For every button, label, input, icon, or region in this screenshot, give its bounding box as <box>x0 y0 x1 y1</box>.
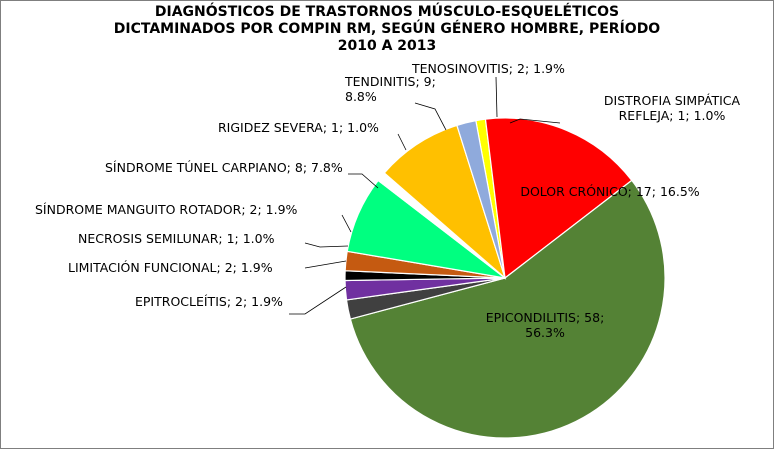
data-label-line: NECROSIS SEMILUNAR; 1; 1.0% <box>78 231 275 246</box>
data-label-line: DISTROFIA SIMPÁTICA <box>604 93 741 108</box>
leader-line-tendinitis <box>414 102 447 131</box>
pie-slice-tenosinovitis <box>456 119 506 279</box>
data-label-line: 56.3% <box>525 325 565 340</box>
data-label-limitacion-funcional: LIMITACIÓN FUNCIONAL; 2; 1.9% <box>68 260 273 275</box>
chart-title-line-2: DICTAMINADOS POR COMPIN RM, SEGÚN GÉNERO… <box>113 21 661 37</box>
leader-line-tenosinovitis <box>495 76 498 118</box>
data-label-line: DOLOR CRÓNICO; 17; 16.5% <box>520 184 699 199</box>
chart-title-line-3: 2010 A 2013 <box>337 38 437 54</box>
data-label-tenosinovitis: TENOSINOVITIS; 2; 1.9% <box>411 61 565 76</box>
leader-line-distrofia-simpatica-refleja <box>509 118 561 124</box>
leader-line-necrosis-semilunar <box>304 242 349 248</box>
data-label-dolor-cronico: DOLOR CRÓNICO; 17; 16.5% <box>520 184 699 199</box>
leader-line-epitrocleitis <box>289 286 347 315</box>
data-label-line: LIMITACIÓN FUNCIONAL; 2; 1.9% <box>68 260 273 275</box>
data-label-epitrocleitis: EPITROCLEÍTIS; 2; 1.9% <box>135 294 283 309</box>
leader-line-limitacion-funcional <box>304 260 347 269</box>
data-label-sindrome-tunel-carpiano: SÍNDROME TÚNEL CARPIANO; 8; 7.8% <box>105 160 343 175</box>
pie-slice-epicondilitis <box>349 179 666 439</box>
data-label-tendinitis: TENDINITIS; 9; 8.8% <box>344 74 436 104</box>
data-label-sindrome-manguito-rotador: SÍNDROME MANGUITO ROTADOR; 2; 1.9% <box>35 202 298 217</box>
data-label-line: EPICONDILITIS; 58; <box>486 310 605 325</box>
data-label-line: SÍNDROME MANGUITO ROTADOR; 2; 1.9% <box>35 202 298 217</box>
data-label-distrofia-simpatica-refleja: DISTROFIA SIMPÁTICA REFLEJA; 1; 1.0% <box>604 93 741 123</box>
data-label-line: RIGIDEZ SEVERA; 1; 1.0% <box>218 120 379 135</box>
pie-slice-tendinitis <box>383 124 507 280</box>
data-label-line: 8.8% <box>345 89 377 104</box>
data-label-rigidez-severa: RIGIDEZ SEVERA; 1; 1.0% <box>218 120 379 135</box>
pie-slice-dolor-cronico <box>484 117 633 280</box>
data-label-line: EPITROCLEÍTIS; 2; 1.9% <box>135 294 283 309</box>
chart-title-line-1: DIAGNÓSTICOS DE TRASTORNOS MÚSCULO-ESQUE… <box>154 4 620 20</box>
data-label-line: TENDINITIS; 9; <box>344 74 436 89</box>
leader-line-rigidez-severa <box>397 133 407 151</box>
data-label-line: SÍNDROME TÚNEL CARPIANO; 8; 7.8% <box>105 160 343 175</box>
data-label-epicondilitis: EPICONDILITIS; 58; 56.3% <box>486 310 605 340</box>
data-label-line: REFLEJA; 1; 1.0% <box>619 108 726 123</box>
data-label-line: TENOSINOVITIS; 2; 1.9% <box>411 61 565 76</box>
leader-line-sindrome-manguito-rotador <box>341 214 352 233</box>
leader-line-sindrome-tunel-carpiano <box>348 173 379 189</box>
data-label-necrosis-semilunar: NECROSIS SEMILUNAR; 1; 1.0% <box>78 231 275 246</box>
chart-title: DIAGNÓSTICOS DE TRASTORNOS MÚSCULO-ESQUE… <box>0 4 774 55</box>
